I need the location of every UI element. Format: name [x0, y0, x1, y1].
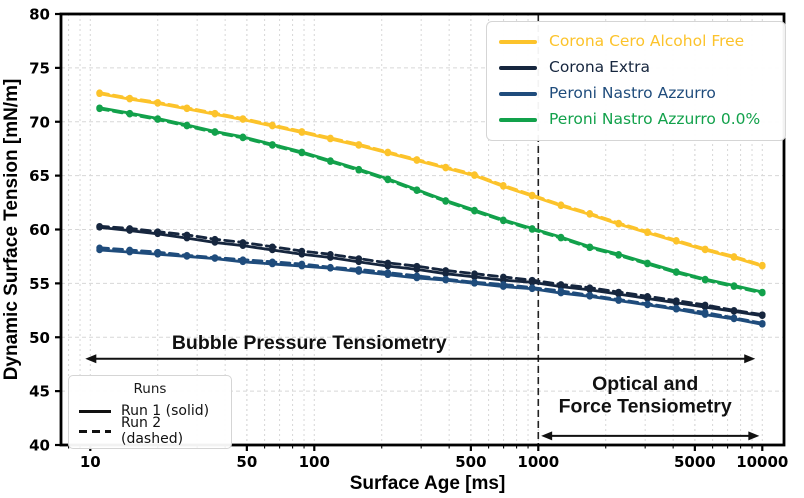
bubble-pressure-range-arrow — [85, 354, 756, 364]
x-axis-label: Surface Age [ms] — [350, 473, 506, 494]
svg-text:500: 500 — [455, 453, 486, 471]
solid-line-swatch — [79, 409, 111, 413]
runs-legend-item-run1: Run 1 (solid) — [79, 401, 221, 421]
line-corona-extra-run2 — [96, 222, 766, 318]
svg-text:70: 70 — [29, 113, 50, 131]
svg-text:80: 80 — [29, 6, 50, 24]
legend-item-peroni-00: Peroni Nastro Azzurro 0.0% — [499, 108, 773, 132]
svg-text:10: 10 — [80, 453, 101, 471]
dashed-line-swatch — [79, 429, 111, 433]
runs-legend-label: Run 2 (dashed) — [121, 415, 184, 447]
series-legend: Corona Cero Alcohol Free Corona Extra Pe… — [486, 21, 786, 141]
runs-legend-label: Run 1 (solid) — [121, 403, 210, 419]
svg-text:60: 60 — [29, 221, 50, 239]
svg-text:40: 40 — [29, 437, 50, 455]
legend-line-swatch — [499, 118, 537, 122]
svg-text:100: 100 — [299, 453, 330, 471]
svg-text:1000: 1000 — [517, 453, 559, 471]
optical-force-annotation-line2: Force Tensiometry — [559, 396, 732, 418]
optical-force-annotation-line1: Optical and — [592, 373, 698, 395]
x-tick-labels: 10 50 100 500 1000 5000 10000 — [80, 453, 789, 471]
legend-label: Corona Extra — [549, 58, 650, 77]
y-axis-label: Dynamic Surface Tension [mN/m] — [1, 79, 22, 381]
runs-legend: Runs Run 1 (solid) Run 2 (dashed) — [68, 375, 232, 449]
legend-label: Corona Cero Alcohol Free — [549, 32, 745, 51]
svg-text:55: 55 — [29, 275, 50, 293]
line-peroni-nastro-azzurro-run2 — [96, 244, 766, 327]
legend-item-corona-cero: Corona Cero Alcohol Free — [499, 30, 773, 54]
legend-line-swatch — [499, 92, 537, 96]
legend-line-swatch — [499, 40, 537, 44]
legend-label: Peroni Nastro Azzurro — [549, 84, 716, 103]
bubble-pressure-annotation: Bubble Pressure Tensiometry — [172, 332, 447, 354]
legend-line-swatch — [499, 66, 537, 70]
svg-text:10000: 10000 — [736, 453, 788, 471]
svg-text:65: 65 — [29, 167, 50, 185]
runs-legend-title: Runs — [133, 381, 167, 397]
line-peroni-nastro-azzurro-0-0-run2 — [96, 105, 766, 297]
svg-text:45: 45 — [29, 383, 50, 401]
legend-label: Peroni Nastro Azzurro 0.0% — [549, 110, 761, 129]
optical-force-range-arrow — [541, 431, 760, 441]
svg-text:50: 50 — [29, 329, 50, 347]
svg-text:5000: 5000 — [674, 453, 716, 471]
svg-text:75: 75 — [29, 59, 50, 77]
legend-item-corona-extra: Corona Extra — [499, 56, 773, 80]
legend-item-peroni: Peroni Nastro Azzurro — [499, 82, 773, 106]
runs-legend-item-run2: Run 2 (dashed) — [79, 415, 221, 447]
line-corona-cero-alcohol-free-run2 — [96, 89, 766, 269]
svg-text:50: 50 — [236, 453, 257, 471]
y-tick-labels: 40 45 50 55 60 65 70 75 80 — [29, 6, 50, 455]
